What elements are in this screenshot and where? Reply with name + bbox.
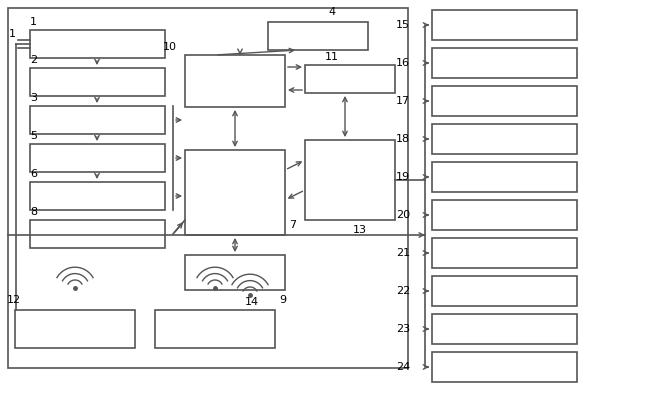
Text: 19: 19 — [396, 172, 410, 182]
Bar — [185, 255, 285, 290]
Text: 17: 17 — [396, 96, 410, 106]
Bar — [30, 30, 165, 58]
Bar — [30, 220, 165, 248]
Bar — [432, 238, 577, 268]
Bar — [185, 150, 285, 235]
Text: 3: 3 — [30, 93, 37, 103]
Text: 13: 13 — [353, 225, 367, 235]
Bar — [8, 8, 408, 368]
Text: 10: 10 — [163, 42, 177, 52]
Text: 8: 8 — [30, 207, 37, 217]
Bar — [432, 352, 577, 382]
Bar — [30, 68, 165, 96]
Text: 18: 18 — [396, 134, 410, 144]
Bar — [432, 10, 577, 40]
Text: 20: 20 — [396, 210, 410, 220]
Text: 2: 2 — [30, 55, 37, 65]
Bar — [305, 140, 395, 220]
Text: 7: 7 — [289, 220, 296, 230]
Bar — [432, 276, 577, 306]
Text: 21: 21 — [396, 248, 410, 258]
Bar — [30, 106, 165, 134]
Bar — [185, 55, 285, 107]
Bar — [432, 48, 577, 78]
Bar — [30, 144, 165, 172]
Text: 5: 5 — [30, 131, 37, 141]
Text: 12: 12 — [7, 295, 21, 305]
Bar — [432, 200, 577, 230]
Bar — [305, 65, 395, 93]
Bar — [432, 162, 577, 192]
Bar — [268, 22, 368, 50]
Text: 15: 15 — [396, 20, 410, 30]
Bar — [432, 124, 577, 154]
Text: 14: 14 — [245, 297, 259, 307]
Text: 9: 9 — [279, 295, 286, 305]
Bar — [155, 310, 275, 348]
Bar — [432, 314, 577, 344]
Text: 6: 6 — [30, 169, 37, 179]
Text: 11: 11 — [325, 52, 339, 62]
Text: 22: 22 — [396, 286, 410, 296]
Text: 4: 4 — [328, 7, 335, 17]
Text: 1: 1 — [9, 29, 16, 39]
Text: 1: 1 — [30, 17, 37, 27]
Text: 16: 16 — [396, 58, 410, 68]
Text: 24: 24 — [396, 362, 410, 372]
Text: 23: 23 — [396, 324, 410, 334]
Bar — [30, 182, 165, 210]
Bar — [15, 310, 135, 348]
Bar — [432, 86, 577, 116]
